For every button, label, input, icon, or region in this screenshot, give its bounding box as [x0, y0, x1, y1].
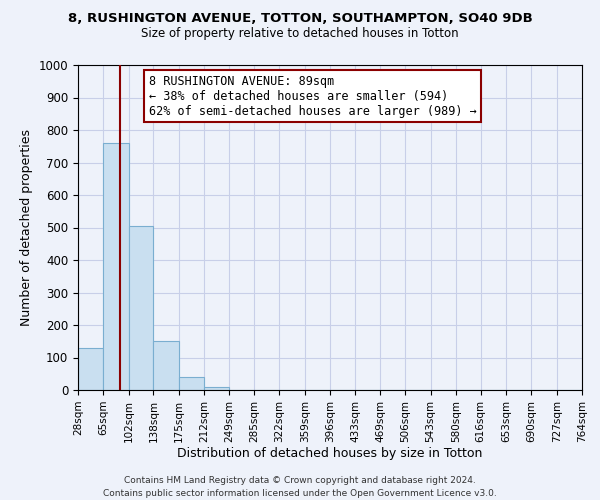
Text: Size of property relative to detached houses in Totton: Size of property relative to detached ho…: [141, 28, 459, 40]
Bar: [78, 348, 103, 390]
Text: 8 RUSHINGTON AVENUE: 89sqm
← 38% of detached houses are smaller (594)
62% of sem: 8 RUSHINGTON AVENUE: 89sqm ← 38% of deta…: [149, 74, 476, 118]
Text: Contains HM Land Registry data © Crown copyright and database right 2024.
Contai: Contains HM Land Registry data © Crown c…: [103, 476, 497, 498]
Text: 8, RUSHINGTON AVENUE, TOTTON, SOUTHAMPTON, SO40 9DB: 8, RUSHINGTON AVENUE, TOTTON, SOUTHAMPTO…: [68, 12, 532, 26]
Bar: [154, 341, 179, 390]
Bar: [204, 387, 229, 390]
Bar: [179, 377, 204, 390]
Y-axis label: Number of detached properties: Number of detached properties: [20, 129, 33, 326]
X-axis label: Distribution of detached houses by size in Totton: Distribution of detached houses by size …: [178, 448, 482, 460]
Bar: [103, 143, 128, 390]
Bar: [128, 226, 154, 390]
